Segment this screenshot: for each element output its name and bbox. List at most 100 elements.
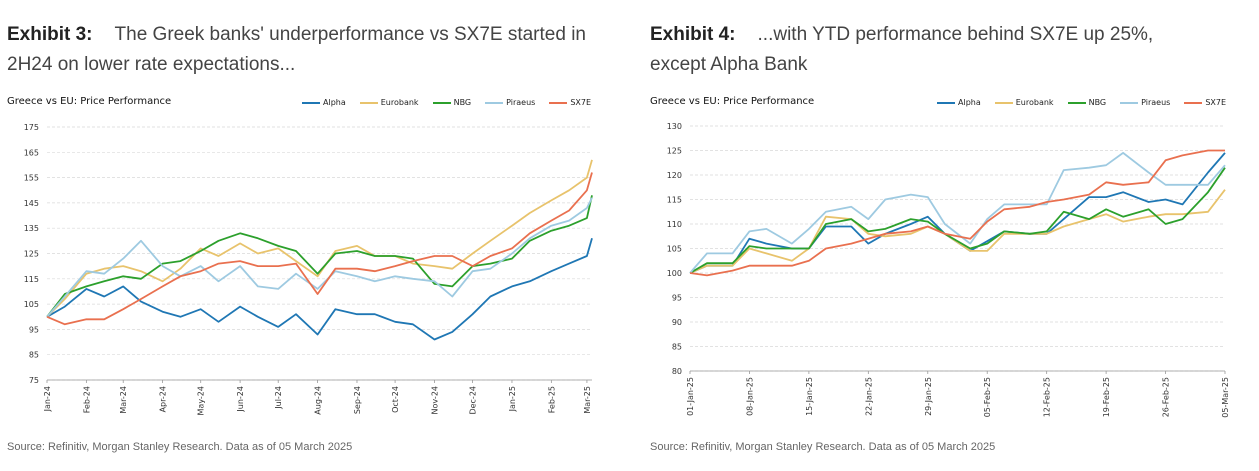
exhibit-title: ...with YTD performance behind SX7E up 2… — [650, 24, 1154, 75]
legend-item-piraeus: Piraeus — [485, 98, 535, 107]
chart-title: Greece vs EU: Price Performance — [650, 96, 815, 107]
series-line-sx7e — [689, 149, 1225, 277]
x-tick-label: Mar-25 — [583, 386, 592, 414]
x-tick-label: Sep-24 — [353, 386, 362, 414]
x-tick-label: Aug-24 — [314, 386, 323, 415]
x-tick-label: Apr-24 — [159, 386, 168, 412]
series-line-eurobank — [689, 189, 1226, 274]
series-line-nbg — [46, 195, 593, 318]
chart-legend: Alpha Eurobank NBG Piraeus SX7E — [923, 98, 1226, 107]
y-tick-label: 100 — [667, 269, 682, 278]
legend-item-sx7e: SX7E — [549, 98, 591, 107]
legend-label: SX7E — [570, 98, 592, 107]
y-tick-label: 155 — [24, 174, 39, 183]
legend-label: Piraeus — [1141, 98, 1171, 107]
exhibit-number: Exhibit 4: — [650, 24, 736, 45]
series-line-sx7e — [46, 172, 593, 326]
y-tick-label: 165 — [24, 148, 39, 157]
y-tick-label: 110 — [667, 220, 682, 229]
series-line-alpha — [46, 238, 593, 341]
y-tick-label: 105 — [24, 300, 39, 309]
legend-item-eurobank: Eurobank — [994, 98, 1054, 107]
legend-item-alpha: Alpha — [937, 98, 981, 107]
series-line-piraeus — [46, 197, 593, 318]
y-tick-label: 105 — [667, 245, 682, 254]
y-tick-label: 135 — [24, 224, 39, 233]
legend-label: NBG — [453, 98, 472, 107]
y-tick-label: 125 — [667, 147, 682, 156]
legend-swatch — [1184, 101, 1203, 104]
exhibit-heading: Exhibit 4: ...with YTD performance behind… — [650, 20, 1210, 80]
legend-swatch — [302, 101, 320, 104]
series-line-eurobank — [46, 159, 593, 318]
x-tick-label: 26-Feb-25 — [1162, 377, 1171, 417]
chart-title: Greece vs EU: Price Performance — [7, 96, 172, 107]
series-line-nbg — [689, 167, 1226, 274]
legend-item-piraeus: Piraeus — [1120, 98, 1170, 107]
y-tick-label: 90 — [672, 318, 682, 327]
legend-item-nbg: NBG — [1067, 98, 1107, 107]
legend-label: Eurobank — [1015, 98, 1054, 107]
legend-item-nbg: NBG — [432, 98, 472, 107]
y-tick-label: 175 — [24, 123, 39, 132]
legend-label: NBG — [1088, 98, 1107, 107]
y-tick-label: 120 — [667, 171, 682, 180]
x-tick-label: Mar-24 — [119, 386, 128, 414]
x-tick-label: 01-Jan-25 — [686, 377, 695, 416]
source-note: Source: Refinitiv, Morgan Stanley Resear… — [650, 441, 996, 453]
series-line-piraeus — [689, 152, 1226, 274]
x-tick-label: Jun-24 — [236, 386, 245, 413]
legend-swatch — [994, 101, 1013, 104]
legend-swatch — [937, 101, 955, 104]
source-note: Source: Refinitiv, Morgan Stanley Resear… — [7, 441, 353, 453]
x-tick-label: 05-Feb-25 — [983, 377, 992, 417]
x-tick-label: Jan-24 — [43, 386, 52, 412]
x-tick-label: Oct-24 — [391, 386, 400, 413]
legend-label: Alpha — [323, 98, 346, 107]
legend-swatch — [359, 101, 378, 104]
exhibit-number: Exhibit 3: — [7, 24, 93, 45]
chart-legend: Alpha Eurobank NBG Piraeus SX7E — [288, 98, 591, 107]
y-tick-label: 125 — [24, 250, 39, 259]
legend-swatch — [549, 101, 568, 104]
y-tick-label: 115 — [24, 275, 39, 284]
x-tick-label: Nov-24 — [430, 386, 439, 414]
exhibit-title: The Greek banks' underperformance vs SX7… — [7, 24, 586, 75]
x-tick-label: 12-Feb-25 — [1043, 377, 1052, 417]
x-tick-label: 22-Jan-25 — [864, 377, 873, 416]
x-tick-label: 19-Feb-25 — [1102, 377, 1111, 417]
exhibit-4: Exhibit 4: ...with YTD performance behind… — [643, 0, 1259, 471]
x-tick-label: Jul-24 — [274, 386, 283, 410]
line-chart: 75 85 95 105 115 125 135 145 155 165 175 Jan-24 Feb-… — [24, 123, 593, 415]
line-chart: 80 85 90 95 100 105 110 115 120 125 130 01-Jan-25 08… — [667, 122, 1230, 418]
y-tick-label: 85 — [29, 351, 39, 360]
legend-swatch — [485, 101, 504, 104]
y-tick-label: 145 — [24, 199, 39, 208]
x-tick-label: Feb-25 — [547, 386, 556, 413]
y-tick-label: 80 — [672, 367, 682, 376]
x-tick-label: May-24 — [197, 386, 206, 415]
y-tick-label: 95 — [672, 294, 682, 303]
y-tick-label: 85 — [672, 343, 682, 352]
exhibit-3: Exhibit 3: The Greek banks' underperforma… — [0, 0, 620, 471]
legend-swatch — [1120, 101, 1139, 104]
legend-label: Alpha — [958, 98, 981, 107]
y-tick-label: 75 — [29, 376, 39, 385]
legend-item-alpha: Alpha — [302, 98, 346, 107]
x-tick-label: Jan-25 — [508, 386, 517, 412]
x-tick-label: 05-Mar-25 — [1221, 377, 1230, 418]
x-tick-label: 29-Jan-25 — [924, 377, 933, 416]
legend-item-sx7e: SX7E — [1184, 98, 1226, 107]
legend-label: Eurobank — [380, 98, 419, 107]
legend-swatch — [1067, 101, 1086, 104]
exhibit-heading: Exhibit 3: The Greek banks' underperforma… — [7, 20, 607, 80]
y-tick-label: 95 — [29, 325, 39, 334]
legend-label: SX7E — [1205, 98, 1227, 107]
legend-swatch — [432, 101, 451, 104]
x-tick-label: 08-Jan-25 — [745, 377, 754, 416]
legend-label: Piraeus — [506, 98, 536, 107]
x-tick-label: Dec-24 — [469, 386, 478, 415]
legend-item-eurobank: Eurobank — [359, 98, 419, 107]
y-tick-label: 130 — [667, 122, 682, 131]
x-tick-label: Feb-24 — [82, 386, 91, 413]
